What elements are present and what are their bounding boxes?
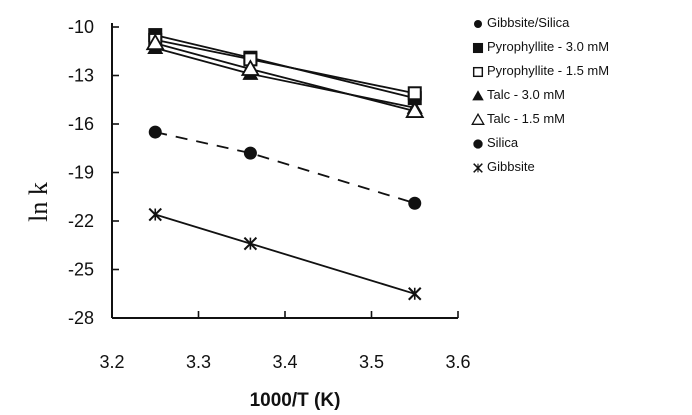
series-line-1 <box>155 39 415 95</box>
data-point-series-3 <box>405 101 425 118</box>
data-point-series-4 <box>148 125 162 139</box>
legend-item: Gibbsite <box>473 159 535 174</box>
legend-item: Silica <box>473 135 519 150</box>
data-point-series-4 <box>408 196 422 210</box>
legend-label: Talc - 1.5 mM <box>487 111 565 126</box>
legend-label: Talc - 3.0 mM <box>487 87 565 102</box>
legend-item: Talc - 1.5 mM <box>471 111 565 126</box>
x-tick-label: 3.6 <box>445 352 470 372</box>
x-tick-label: 3.3 <box>186 352 211 372</box>
legend-marker <box>474 20 482 28</box>
y-axis-title: ln k <box>24 182 53 222</box>
data-point-series-5 <box>243 236 258 251</box>
legend-item: Pyrophyllite - 1.5 mM <box>472 63 609 78</box>
y-tick-label: -13 <box>68 66 94 86</box>
legend-marker <box>472 42 484 54</box>
y-tick-label: -25 <box>68 260 94 280</box>
legend-marker <box>472 66 484 78</box>
series-markers <box>145 28 425 301</box>
legend-item: Gibbsite/Silica <box>474 15 570 30</box>
data-point-series-5 <box>408 287 422 301</box>
legend-item: Talc - 3.0 mM <box>472 87 565 102</box>
series-line-5 <box>154 213 415 295</box>
data-point-series-4 <box>243 146 257 160</box>
data-point-series-5 <box>148 207 162 222</box>
legend-label: Gibbsite <box>487 159 535 174</box>
legend-marker <box>471 112 485 125</box>
legend-item: Pyrophyllite - 3.0 mM <box>472 39 609 54</box>
x-tick-label: 3.4 <box>272 352 297 372</box>
y-ticks: -10 -13 -16 -19 -22 -25 -28 <box>68 17 119 328</box>
series-line-4 <box>155 131 415 205</box>
x-axis-title: 1000/T (K) <box>250 390 341 411</box>
series-lines <box>154 34 415 295</box>
legend-label: Gibbsite/Silica <box>487 15 570 30</box>
legend-label: Pyrophyllite - 1.5 mM <box>487 63 609 78</box>
legend-marker <box>473 139 483 149</box>
y-tick-label: -28 <box>68 308 94 328</box>
series-line-3 <box>154 42 415 112</box>
x-tick-label: 3.5 <box>359 352 384 372</box>
legend-label: Pyrophyllite - 3.0 mM <box>487 39 609 54</box>
x-ticks: 3.2 3.3 3.4 3.5 3.6 <box>99 311 471 372</box>
data-point-series-1 <box>407 86 422 101</box>
y-tick-label: -22 <box>68 211 94 231</box>
y-tick-label: -16 <box>68 114 94 134</box>
y-tick-label: -19 <box>68 163 94 183</box>
y-tick-label: -10 <box>68 17 94 37</box>
legend: Gibbsite/Silica Pyrophyllite - 3.0 mM Pyro… <box>471 15 609 174</box>
data-point-series-3 <box>240 59 260 76</box>
legend-marker <box>472 90 484 101</box>
legend-label: Silica <box>487 135 519 150</box>
legend-marker <box>473 163 483 173</box>
data-point-series-3 <box>145 33 165 51</box>
x-tick-label: 3.2 <box>99 352 124 372</box>
